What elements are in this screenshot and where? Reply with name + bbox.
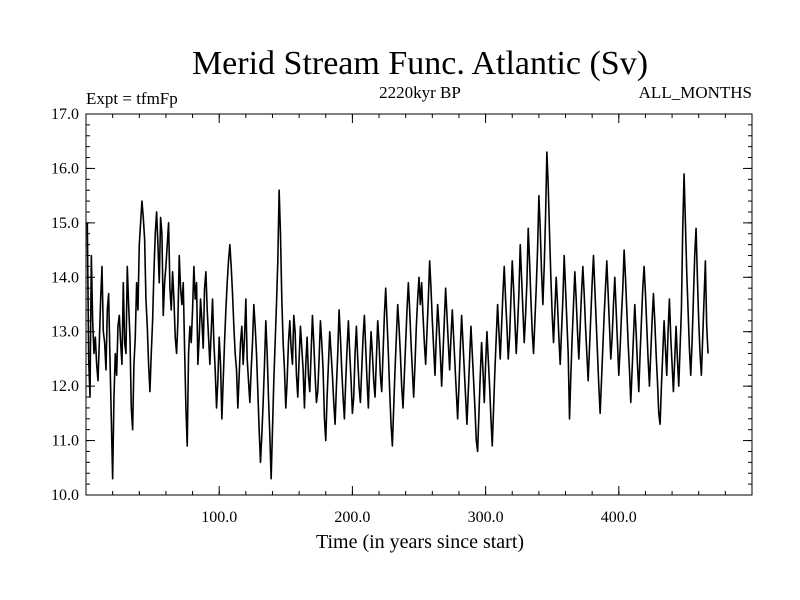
y-tick-label: 13.0 xyxy=(51,324,79,341)
x-axis-label: Time (in years since start) xyxy=(316,531,524,553)
axes: 100.0 200.0 300.0 400.0 10.0 11.0 12.0 13.0 14.0… xyxy=(51,106,752,526)
y-tick-label: 15.0 xyxy=(51,215,79,232)
y-tick-label: 16.0 xyxy=(51,160,79,177)
x-tick-label: 200.0 xyxy=(334,509,370,526)
y-tick-label: 14.0 xyxy=(51,269,79,286)
x-tick-label: 300.0 xyxy=(468,509,504,526)
x-tick-label: 400.0 xyxy=(601,509,637,526)
y-tick-label: 12.0 xyxy=(51,378,79,395)
y-tick-label: 11.0 xyxy=(52,433,79,450)
x-tick-label: 100.0 xyxy=(201,509,237,526)
y-tick-label: 17.0 xyxy=(51,106,79,123)
series-group xyxy=(86,151,709,480)
period-label: 2220kyr BP xyxy=(379,83,461,102)
experiment-label: Expt = tfmFp xyxy=(86,89,178,108)
plot-frame xyxy=(85,113,753,496)
months-label: ALL_MONTHS xyxy=(639,83,752,102)
series-line xyxy=(86,151,709,480)
chart-title: Merid Stream Func. Atlantic (Sv) xyxy=(192,45,648,82)
y-tick-label: 10.0 xyxy=(51,487,79,504)
